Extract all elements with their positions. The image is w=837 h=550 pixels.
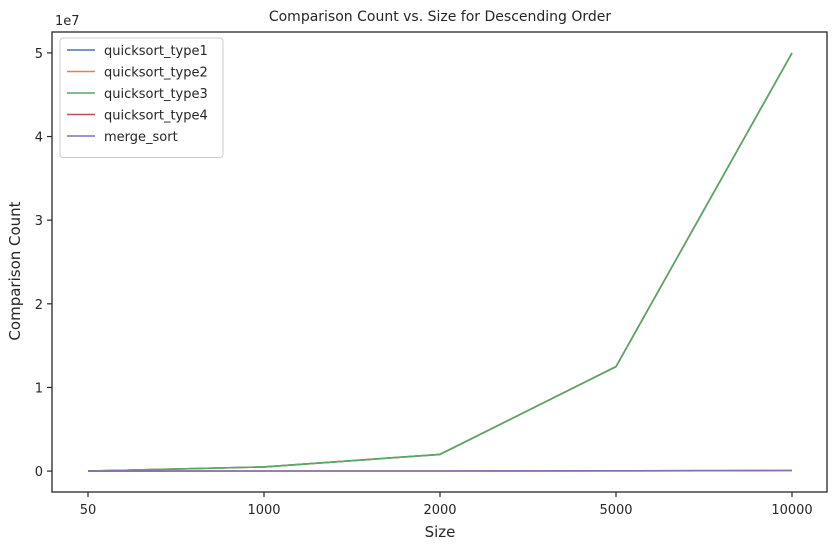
series-line-quicksort_type3 <box>87 52 793 472</box>
legend-label: quicksort_type1 <box>104 44 208 59</box>
y-tick-label: 3 <box>35 214 43 229</box>
legend-label: merge_sort <box>104 130 178 145</box>
series-line-merge_sort <box>87 469 793 472</box>
legend-label: quicksort_type3 <box>104 87 208 102</box>
x-tick-label: 50 <box>80 503 97 518</box>
y-tick-label: 5 <box>35 47 43 62</box>
legend-label: quicksort_type2 <box>104 66 208 81</box>
chart-title: Comparison Count vs. Size for Descending… <box>269 9 612 25</box>
y-tick-label: 0 <box>35 465 43 480</box>
x-tick-label: 2000 <box>423 503 456 518</box>
y-tick-label: 4 <box>35 131 43 146</box>
x-tick-label: 1000 <box>247 503 280 518</box>
series-lines <box>87 52 793 472</box>
y-tick-label: 2 <box>35 298 43 313</box>
x-tick-label: 10000 <box>771 503 812 518</box>
x-axis-label: Size <box>425 523 456 541</box>
y-axis-exponent: 1e7 <box>55 14 80 29</box>
legend-label: quicksort_type4 <box>104 109 208 124</box>
y-tick-label: 1 <box>35 381 43 396</box>
x-axis-ticks: 50 1000 2000 5000 10000 <box>80 492 813 518</box>
x-tick-label: 5000 <box>599 503 632 518</box>
y-axis-ticks: 0 1 2 3 4 5 <box>35 47 52 480</box>
y-axis-label: Comparison Count <box>6 201 24 340</box>
legend: quicksort_type1 quicksort_type2 quicksort_… <box>59 37 224 158</box>
legend-box <box>59 37 224 158</box>
plot-frame <box>51 31 828 493</box>
